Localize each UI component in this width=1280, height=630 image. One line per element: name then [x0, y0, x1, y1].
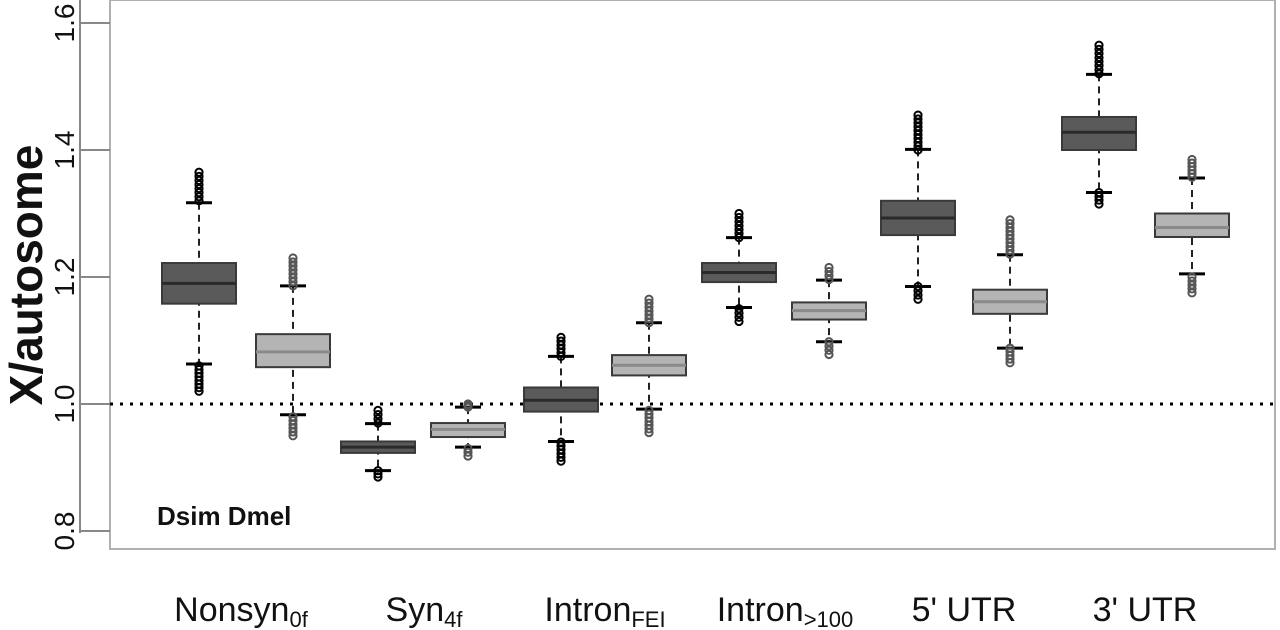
outlier-point: [734, 304, 744, 314]
category-label: 5' UTR: [912, 591, 1017, 629]
y-axis-title: X/autosome: [0, 145, 52, 406]
outlier-point: [734, 212, 744, 223]
legend-label: Dsim Dmel: [157, 501, 291, 531]
outlier-point: [1005, 347, 1015, 357]
outlier-point: [194, 171, 204, 181]
y-axis-ticks: 0.8 1.0 1.2 1.4 1.6: [49, 4, 110, 551]
box-dsim-3: [701, 208, 777, 327]
outlier-point: [734, 316, 744, 327]
outlier-point: [288, 412, 298, 422]
box-dmel-5: [1154, 154, 1230, 298]
y-tick-label: 1.6: [49, 4, 80, 43]
outlier-point: [1094, 187, 1104, 198]
plot-area-frame: [109, 0, 1276, 550]
outlier-point: [644, 409, 654, 419]
outlier-point: [288, 257, 298, 267]
outlier-point: [556, 437, 566, 447]
outlier-point: [734, 312, 744, 322]
box-dsim-1: [340, 405, 416, 482]
outlier-point: [913, 281, 923, 292]
outlier-point: [373, 409, 383, 420]
outlier-point: [824, 341, 834, 351]
outlier-point: [463, 399, 473, 409]
outlier-point: [373, 469, 383, 479]
category-label: Nonsyn0f: [174, 591, 309, 630]
outlier-point: [373, 466, 383, 476]
category-label: 3' UTR: [1093, 591, 1198, 629]
box-dsim-4: [880, 110, 956, 304]
outlier-point: [373, 414, 383, 424]
outlier-point: [1187, 154, 1197, 165]
outlier-point: [734, 308, 744, 318]
outlier-point: [824, 349, 834, 360]
outlier-point: [373, 405, 383, 415]
box-dsim-2: [523, 332, 599, 466]
y-tick-label: 0.8: [49, 512, 80, 551]
box-dmel-1: [430, 399, 506, 461]
outlier-point: [913, 114, 923, 124]
outlier-point: [824, 262, 834, 273]
outlier-point: [1094, 191, 1104, 201]
category-label: Syn4f: [386, 591, 464, 630]
outlier-point: [1187, 158, 1197, 168]
box-dmel-0: [255, 253, 331, 441]
category-label: Intron>100: [717, 591, 854, 630]
outlier-point: [463, 447, 473, 457]
outlier-point: [734, 208, 744, 219]
box-dmel-3: [791, 262, 867, 360]
outlier-point: [194, 167, 204, 177]
outlier-point: [1005, 343, 1015, 353]
outlier-point: [1005, 219, 1015, 229]
outlier-point: [824, 266, 834, 277]
outlier-point: [556, 441, 566, 451]
y-tick-label: 1.2: [49, 258, 80, 297]
outlier-point: [824, 337, 834, 347]
outlier-point: [1187, 276, 1197, 286]
outlier-point: [194, 364, 204, 375]
outlier-point: [1094, 40, 1104, 50]
outlier-point: [644, 298, 654, 308]
outlier-point: [644, 294, 654, 304]
outlier-point: [288, 415, 298, 426]
outlier-point: [288, 253, 298, 263]
outlier-point: [463, 443, 473, 454]
outlier-point: [1094, 44, 1104, 54]
outlier-point: [556, 336, 566, 346]
box-dmel-2: [611, 294, 687, 438]
outlier-point: [913, 290, 923, 300]
box-series: [161, 40, 1230, 482]
y-tick-label: 1.4: [49, 131, 80, 170]
category-label: IntronFEI: [544, 591, 665, 630]
category-labels: Nonsyn0f Syn4f IntronFEI Intron>100 5' UTR 3'…: [174, 591, 1197, 630]
outlier-point: [913, 110, 923, 120]
outlier-point: [913, 286, 923, 296]
outlier-point: [644, 405, 654, 415]
outlier-point: [194, 361, 204, 371]
outlier-point: [1187, 272, 1197, 282]
box-dsim-0: [161, 167, 237, 396]
outlier-point: [373, 418, 383, 428]
outlier-point: [1005, 215, 1015, 225]
box-iqr: [1154, 212, 1230, 238]
outlier-point: [913, 294, 923, 304]
y-tick-label: 1.0: [49, 385, 80, 424]
box-dsim-5: [1061, 40, 1137, 209]
outlier-point: [824, 345, 834, 355]
outlier-point: [556, 332, 566, 342]
box-dmel-4: [972, 215, 1048, 368]
